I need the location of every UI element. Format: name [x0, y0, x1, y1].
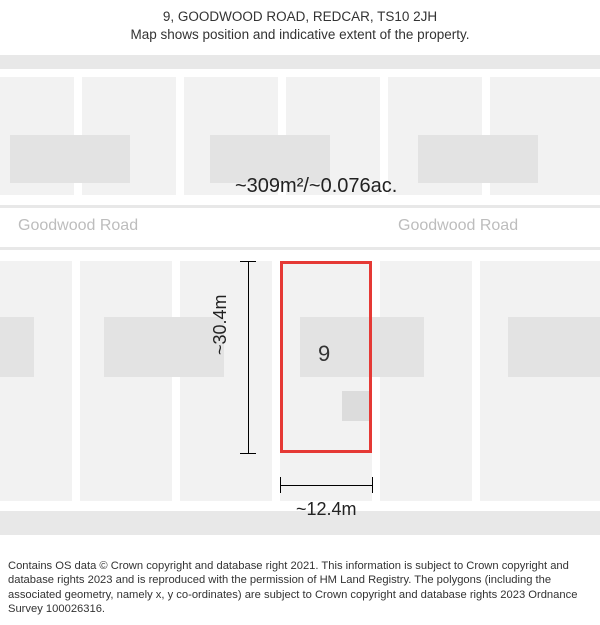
dim-line-horizontal — [280, 485, 372, 486]
plot-bottom — [480, 261, 600, 501]
dim-tick — [372, 477, 373, 493]
building — [418, 135, 538, 183]
building — [104, 317, 224, 377]
building — [0, 317, 34, 377]
dim-tick — [240, 261, 256, 262]
road-label-right: Goodwood Road — [398, 217, 518, 235]
dim-tick — [280, 477, 281, 493]
building — [508, 317, 600, 377]
dim-tick — [240, 453, 256, 454]
map-area: Goodwood Road Goodwood Road 9 ~309m²/~0.076… — [0, 55, 600, 535]
dim-line-vertical — [248, 261, 249, 453]
width-label: ~12.4m — [296, 499, 357, 520]
footer-copyright: Contains OS data © Crown copyright and d… — [0, 553, 600, 625]
road-stripe — [0, 247, 600, 250]
plot-bottom — [80, 261, 172, 501]
road-stripe — [0, 205, 600, 208]
road-label-left: Goodwood Road — [18, 217, 138, 235]
plot-bottom — [0, 261, 72, 501]
area-label: ~309m²/~0.076ac. — [235, 175, 397, 198]
lot-number: 9 — [318, 341, 330, 367]
building — [10, 135, 130, 183]
plot-bottom — [380, 261, 472, 501]
header-title: 9, GOODWOOD ROAD, REDCAR, TS10 2JH — [10, 8, 590, 26]
header-subtitle: Map shows position and indicative extent… — [10, 26, 590, 44]
height-label: ~30.4m — [210, 294, 231, 355]
header: 9, GOODWOOD ROAD, REDCAR, TS10 2JH Map s… — [0, 0, 600, 48]
road-edge-top — [0, 55, 600, 69]
